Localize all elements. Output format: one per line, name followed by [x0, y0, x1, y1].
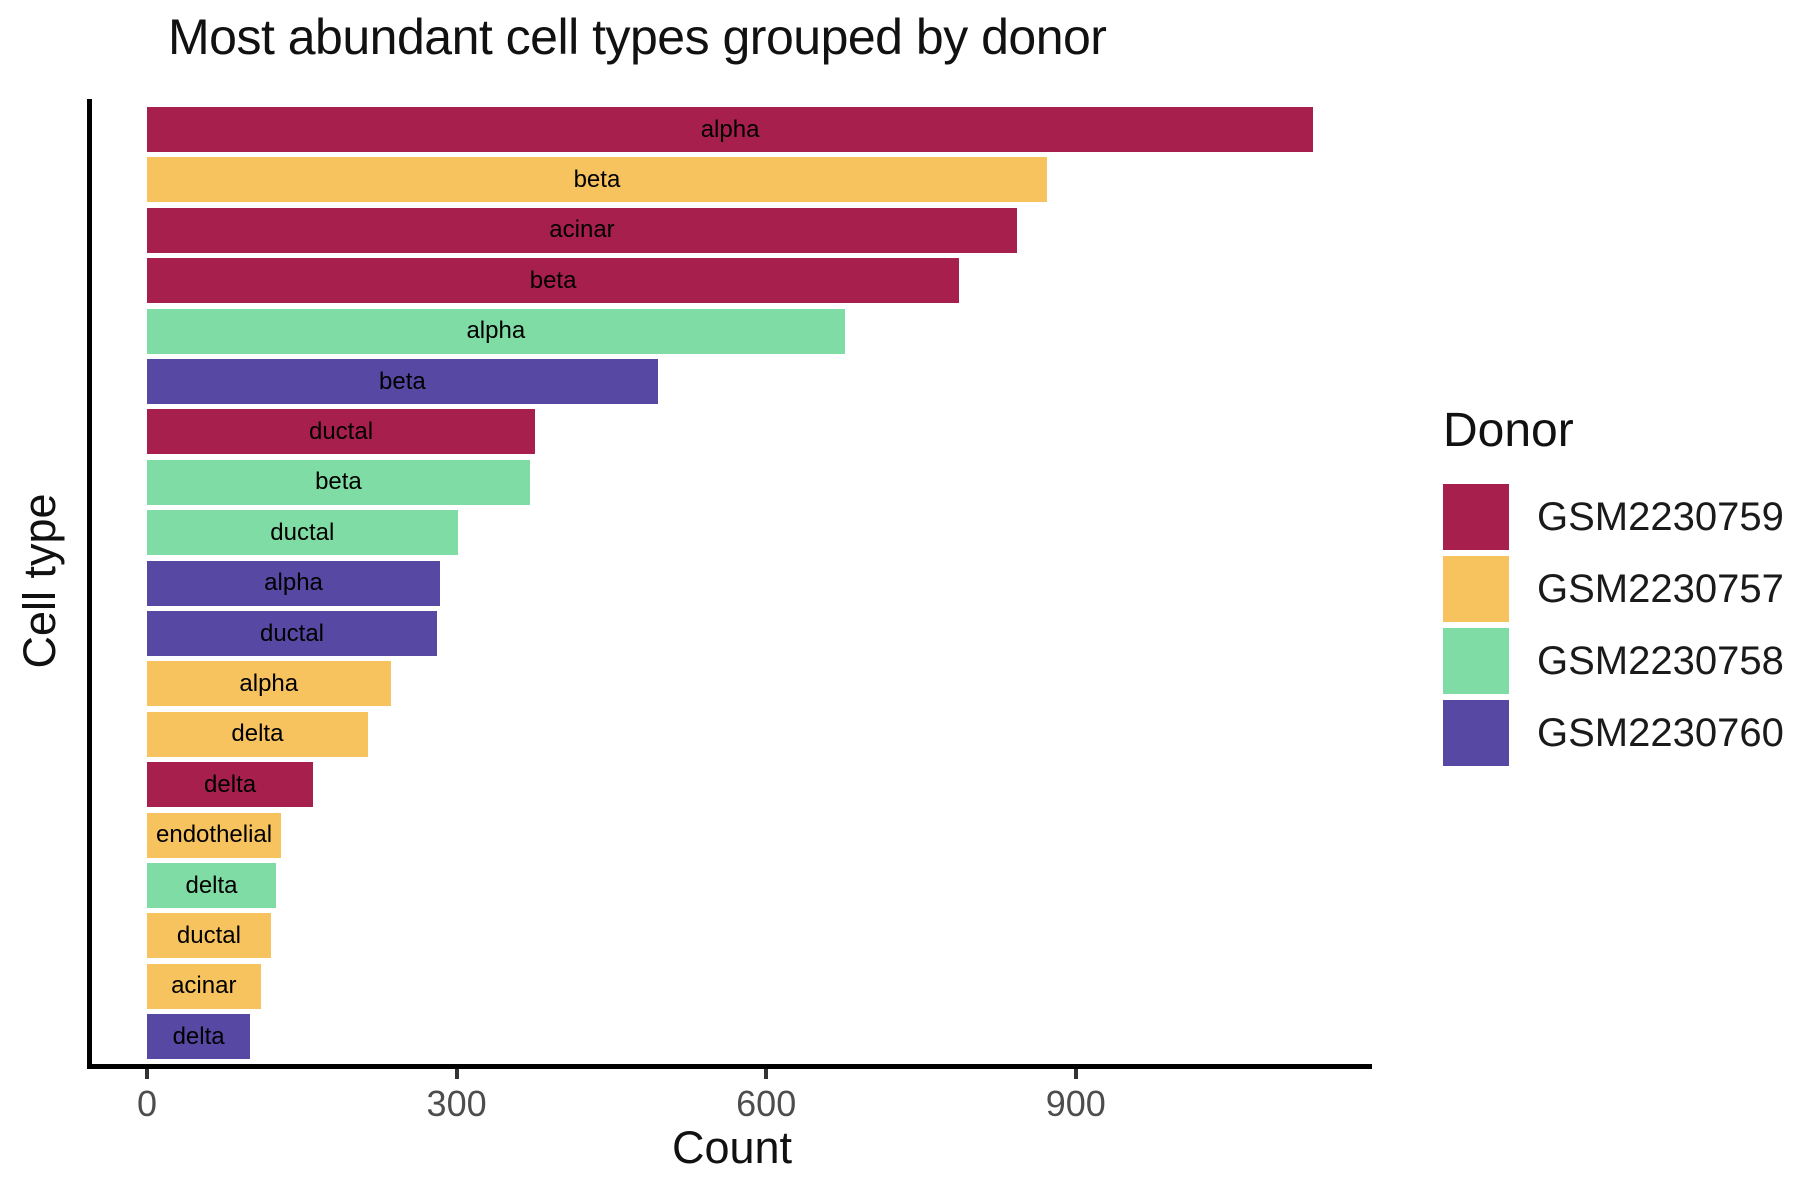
bar-label: alpha	[264, 569, 323, 597]
bar-label: ductal	[270, 518, 335, 546]
bar-beta-GSM2230759: beta	[147, 258, 960, 304]
bar-delta-GSM2230757: delta	[147, 711, 368, 757]
x-tick-label: 0	[136, 1083, 158, 1124]
legend-item: GSM2230757	[1443, 556, 1784, 622]
bar-label: alpha	[239, 669, 299, 697]
x-tick-label: 300	[426, 1083, 487, 1124]
x-tick-label: 600	[736, 1083, 797, 1124]
bar-label: beta	[529, 266, 577, 294]
legend-title: Donor	[1443, 404, 1574, 457]
bar-ductal-GSM2230760: ductal	[147, 611, 437, 656]
bar-label: delta	[185, 871, 238, 899]
bar-label: acinar	[171, 972, 237, 1000]
bar-label: ductal	[259, 619, 325, 647]
bar-endothelial-GSM2230757: endothelial	[147, 812, 282, 858]
bar-alpha-GSM2230759: alpha	[147, 107, 1314, 152]
bar-delta-GSM2230758: delta	[147, 863, 276, 908]
legend-item: GSM2230760	[1443, 700, 1784, 766]
bar-label: delta	[231, 720, 284, 748]
legend-item-label: GSM2230758	[1537, 638, 1784, 683]
legend-item-label: GSM2230757	[1537, 566, 1784, 611]
y-axis-title: Cell type	[14, 493, 65, 669]
legend: Donor GSM2230759 GSM2230757 GSM2230758 GSM2…	[1443, 403, 1784, 772]
bar-label: delta	[204, 770, 257, 798]
x-tick-mark	[764, 1069, 769, 1079]
x-tick-mark	[1073, 1069, 1078, 1079]
bar-label: alpha	[466, 317, 526, 345]
legend-swatch	[1443, 628, 1509, 694]
bar-beta-GSM2230757: beta	[147, 157, 1047, 203]
legend-items: GSM2230759 GSM2230757 GSM2230758 GSM2230760	[1443, 484, 1784, 766]
bar-label: ductal	[176, 921, 241, 949]
bar-beta-GSM2230758: beta	[147, 459, 530, 505]
x-tick-mark	[145, 1069, 149, 1079]
bar-label: beta	[315, 468, 362, 496]
bar-acinar-GSM2230757: acinar	[147, 963, 261, 1009]
x-tick-label: 900	[1045, 1083, 1106, 1124]
legend-item-label: GSM2230760	[1537, 710, 1784, 755]
bar-alpha-GSM2230757: alpha	[147, 661, 391, 707]
legend-swatch	[1443, 700, 1509, 766]
bar-ductal-GSM2230758: ductal	[147, 510, 458, 556]
x-axis-title: Count	[671, 1122, 793, 1173]
legend-swatch	[1443, 484, 1509, 550]
legend-item: GSM2230759	[1443, 484, 1784, 550]
bar-ductal-GSM2230759: ductal	[147, 409, 536, 455]
legend-item: GSM2230758	[1443, 628, 1784, 694]
bar-beta-GSM2230760: beta	[147, 359, 658, 404]
bar-alpha-GSM2230758: alpha	[147, 308, 845, 354]
x-tick-mark	[454, 1069, 459, 1079]
bar-label: beta	[379, 367, 426, 395]
bar-label: beta	[573, 165, 621, 193]
legend-swatch	[1443, 556, 1509, 622]
bar-label: acinar	[549, 216, 615, 244]
plot-area: alpha beta acinar beta alpha beta ductal beta du…	[87, 99, 1372, 1069]
x-axis-ticks: 0 300 600 900	[92, 1069, 1372, 1139]
bar-delta-GSM2230760: delta	[147, 1014, 251, 1060]
bar-alpha-GSM2230760: alpha	[147, 560, 441, 606]
bar-label: endothelial	[156, 821, 273, 849]
chart-title: Most abundant cell types grouped by dono…	[168, 9, 1107, 65]
bar-label: alpha	[700, 115, 760, 143]
bar-delta-GSM2230759: delta	[147, 762, 314, 808]
bar-ductal-GSM2230757: ductal	[147, 913, 271, 959]
legend-item-label: GSM2230759	[1537, 494, 1784, 539]
bar-label: delta	[172, 1022, 225, 1050]
bar-label: ductal	[308, 417, 374, 445]
bar-acinar-GSM2230759: acinar	[147, 207, 1017, 253]
